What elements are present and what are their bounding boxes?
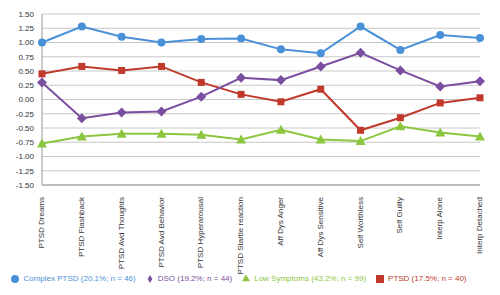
svg-text:Self Worthless: Self Worthless [356,197,365,248]
svg-text:-1.00: -1.00 [16,152,35,161]
svg-text:Self Guilty: Self Guilty [395,197,404,233]
html-text:DSO (19.2%; n = 44): DSO (19.2%; n = 44) [157,274,233,283]
svg-text:1.00: 1.00 [18,38,34,47]
svg-text:Interp Alone: Interp Alone [435,196,444,239]
svg-text:0.50: 0.50 [18,67,34,76]
svg-text:PTSD Hyperarousal: PTSD Hyperarousal [196,197,205,268]
svg-text:PTSD Flashback: PTSD Flashback [77,196,86,257]
svg-text:1.25: 1.25 [18,24,34,33]
svg-text:PTSD Avd Behavior: PTSD Avd Behavior [157,197,166,268]
svg-text:0.00: 0.00 [18,95,34,104]
svg-text:1.50: 1.50 [18,10,34,19]
svg-text:-0.75: -0.75 [16,138,35,147]
svg-text:-0.25: -0.25 [16,110,35,119]
svg-text:Aff Dys Anger: Aff Dys Anger [276,197,285,246]
html-text:Low Symptoms (43.2%; n = 99): Low Symptoms (43.2%; n = 99) [254,274,366,283]
svg-text:PTSD Startle reaction: PTSD Startle reaction [236,197,245,274]
svg-text:0.75: 0.75 [18,53,34,62]
svg-text:0.25: 0.25 [18,81,34,90]
svg-text:Aff Dys Sensitive: Aff Dys Sensitive [316,196,325,257]
svg-text:-1.25: -1.25 [16,167,35,176]
html-text:Complex PTSD (20.1%; n = 46): Complex PTSD (20.1%; n = 46) [23,274,136,283]
svg-text:PTSD Avd Thoughts: PTSD Avd Thoughts [117,197,126,269]
svg-text:PTSD Dreams: PTSD Dreams [37,197,46,249]
html-text:PTSD (17.5%; n = 40): PTSD (17.5%; n = 40) [388,274,467,283]
svg-text:Interp Detached: Interp Detached [475,197,484,254]
svg-text:-1.50: -1.50 [16,181,35,190]
svg-text:-0.50: -0.50 [16,124,35,133]
